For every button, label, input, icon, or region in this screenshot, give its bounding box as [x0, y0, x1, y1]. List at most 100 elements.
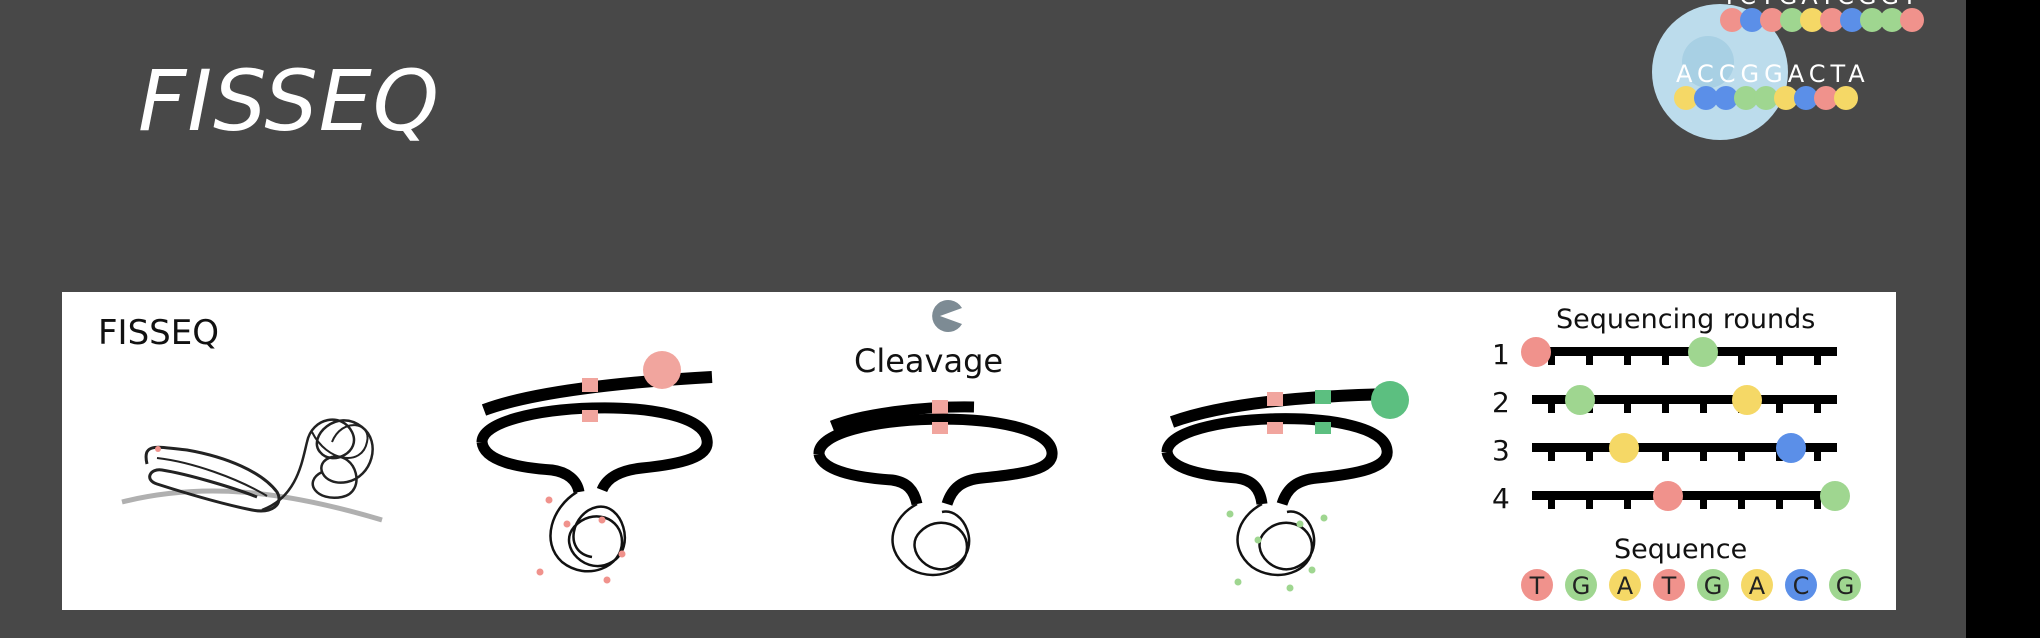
- slide-background: FISSEQ TCTGATCGGT ACCGGACTA FISSEQ: [0, 0, 1966, 638]
- round-tick: [1700, 450, 1707, 461]
- round-tick: [1738, 354, 1745, 365]
- sequencing-rounds-label: Sequencing rounds: [1556, 304, 1815, 335]
- sequencing-rounds: 1 2 3 4: [1492, 337, 1850, 515]
- green-bead: [1371, 381, 1409, 419]
- round-strand: [1532, 395, 1837, 404]
- round-strand: [1532, 443, 1837, 452]
- sequence-bead: [1785, 569, 1817, 601]
- sequence-label: Sequence: [1614, 534, 1747, 565]
- sequence-bead: [1741, 569, 1773, 601]
- rolonce-tangle-3: [891, 502, 971, 577]
- cdna-loop: [144, 445, 281, 513]
- logo-top-sequence: TCTGATCGGT: [1721, 0, 1921, 10]
- logo-bead: [1860, 8, 1884, 32]
- round-tick: [1662, 402, 1669, 413]
- round-tick: [1548, 354, 1555, 365]
- stage-primer-hybridization: [476, 351, 713, 584]
- round-bead: [1776, 433, 1806, 463]
- dna-logo: TCTGATCGGT ACCGGACTA: [1652, 0, 1924, 140]
- round-tick: [1814, 402, 1821, 413]
- round-tick: [1624, 354, 1631, 365]
- logo-top-bead-row: [1720, 8, 1924, 32]
- round-tick: [1662, 450, 1669, 461]
- logo-bead: [1794, 86, 1818, 110]
- round-tick: [1548, 450, 1555, 461]
- round-tick: [1738, 450, 1745, 461]
- logo-bead: [1834, 86, 1858, 110]
- logo-bead: [1780, 8, 1804, 32]
- sequence-bead: [1697, 569, 1729, 601]
- letterbox-strip: [1966, 0, 2040, 638]
- logo-bead: [1720, 8, 1744, 32]
- round-bead: [1688, 337, 1718, 367]
- logo-inner-circle: [1682, 36, 1734, 88]
- round-tick: [1586, 450, 1593, 461]
- stage-ligation: [1161, 381, 1409, 592]
- round-tick: [1586, 354, 1593, 365]
- sequence-bead: [1653, 569, 1685, 601]
- round-tick: [1624, 498, 1631, 509]
- logo-bead: [1754, 86, 1778, 110]
- round-tick: [1776, 402, 1783, 413]
- round-tick: [1814, 498, 1821, 509]
- logo-bead: [1714, 86, 1738, 110]
- round-tick: [1662, 354, 1669, 365]
- pacman-icon: [932, 300, 962, 332]
- logo-bead: [1880, 8, 1904, 32]
- fisseq-figure-panel: FISSEQ: [62, 292, 1896, 610]
- round-label: 2: [1492, 386, 1510, 419]
- round-tick: [1776, 354, 1783, 365]
- rolonce-tangle-4: [1236, 502, 1316, 577]
- round-strand: [1532, 347, 1837, 356]
- rolonce-tangle-2: [549, 490, 627, 573]
- logo-bottom-sequence: ACCGGACTA: [1676, 60, 1870, 88]
- round-tick: [1700, 498, 1707, 509]
- sequence-letter: C: [1793, 572, 1810, 600]
- logo-bead: [1900, 8, 1924, 32]
- cleavage-label: Cleavage: [854, 342, 1003, 380]
- sequence-letter: G: [1704, 572, 1723, 600]
- sequence-letter: G: [1836, 572, 1855, 600]
- round-tick: [1700, 402, 1707, 413]
- sequence-letter: T: [1529, 572, 1545, 600]
- round-label: 1: [1492, 338, 1510, 371]
- sequence-letter: A: [1617, 572, 1634, 600]
- sequence-letter: A: [1749, 572, 1766, 600]
- round-tick: [1776, 498, 1783, 509]
- pink-bead: [643, 351, 681, 389]
- round-tick: [1814, 354, 1821, 365]
- slide-title: FISSEQ: [138, 52, 440, 150]
- panel-label: FISSEQ: [98, 313, 219, 353]
- round-bead: [1565, 385, 1595, 415]
- round-bead: [1820, 481, 1850, 511]
- logo-bead: [1800, 8, 1824, 32]
- round-bead: [1609, 433, 1639, 463]
- round-tick: [1548, 402, 1555, 413]
- round-tick: [1586, 498, 1593, 509]
- round-label: 3: [1492, 434, 1510, 467]
- round-strand: [1532, 491, 1837, 500]
- sequence-bead: [1609, 569, 1641, 601]
- stage-reverse-transcription: [121, 418, 383, 523]
- round-bead: [1732, 385, 1762, 415]
- sequence-bead: [1521, 569, 1553, 601]
- logo-bead: [1820, 8, 1844, 32]
- stage-cleavage: Cleavage: [813, 300, 1058, 577]
- logo-bead: [1740, 8, 1764, 32]
- sequence-letter: G: [1572, 572, 1591, 600]
- round-tick: [1814, 450, 1821, 461]
- logo-bead: [1674, 86, 1698, 110]
- logo-bead: [1694, 86, 1718, 110]
- round-tick: [1624, 402, 1631, 413]
- logo-bottom-bead-row: [1674, 86, 1858, 110]
- logo-bead: [1734, 86, 1758, 110]
- round-tick: [1548, 498, 1555, 509]
- sequence-letter: T: [1661, 572, 1677, 600]
- logo-bead: [1774, 86, 1798, 110]
- logo-bead: [1840, 8, 1864, 32]
- round-bead: [1521, 337, 1551, 367]
- logo-bead: [1760, 8, 1784, 32]
- round-tick: [1738, 498, 1745, 509]
- round-label: 4: [1492, 482, 1510, 515]
